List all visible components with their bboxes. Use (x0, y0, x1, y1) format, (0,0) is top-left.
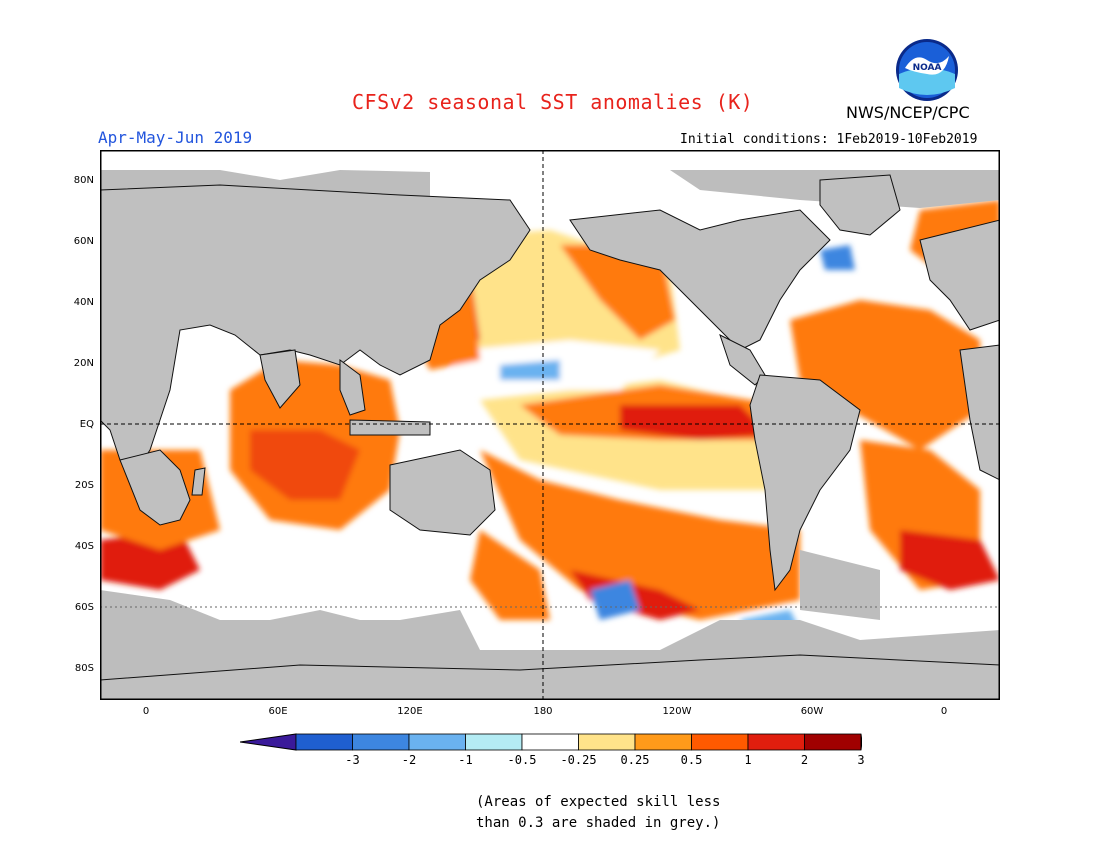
noaa-logo: NOAA (896, 39, 958, 101)
land-africa-east (959, 344, 1000, 481)
colorbar-tick-label: -2 (401, 753, 417, 767)
skill-note-line: (Areas of expected skill less (476, 794, 721, 810)
land-madagascar (191, 467, 206, 496)
lat-label: 80S (74, 663, 94, 674)
colorbar-swatch (578, 733, 636, 751)
colorbar-tick-label: 0.25 (620, 753, 650, 767)
map-frame (100, 150, 1000, 700)
colorbar-swatch (408, 733, 466, 751)
land-south-america (749, 374, 861, 592)
agency-label: NWS/NCEP/CPC (846, 103, 970, 122)
colorbar-swatch (352, 733, 410, 751)
colorbar-swatch (465, 733, 523, 751)
colorbar-swatch (295, 733, 353, 751)
colorbar-swatch (634, 733, 692, 751)
season-label: Apr-May-Jun 2019 (98, 128, 253, 147)
sst-anomaly-map (100, 150, 1000, 700)
colorbar-tick-label: 1 (744, 753, 752, 767)
lat-label: 40N (73, 297, 94, 308)
reference-lines (100, 150, 1000, 700)
colorbar-tick-label: 0.5 (680, 753, 703, 767)
lat-label: 80N (73, 175, 94, 186)
noaa-logo-text: NOAA (913, 63, 942, 73)
land-indonesia (349, 419, 431, 436)
lat-label: EQ (79, 419, 94, 430)
colorbar-tick-label: 2 (800, 753, 809, 767)
lon-label: 60W (800, 706, 824, 717)
anomaly-fields (100, 200, 1000, 635)
skill-note-line: than 0.3 are shaded in grey.) (476, 815, 721, 831)
lon-label: 180 (533, 706, 553, 717)
colorbar-swatch (804, 733, 862, 751)
initial-conditions-label: Initial conditions: 1Feb2019-10Feb2019 (680, 132, 978, 147)
land-southern-africa (119, 449, 191, 526)
land-antarctica (100, 654, 1000, 700)
lat-label: 60S (74, 602, 94, 613)
lat-label: 20S (74, 480, 94, 491)
colorbar-swatch (521, 733, 579, 751)
lon-label: 120E (397, 706, 423, 717)
lat-label: 40S (74, 541, 94, 552)
land-india (259, 349, 301, 409)
colorbar-tick-label: -0.25 (560, 753, 597, 767)
lat-label: 60N (73, 236, 94, 247)
lat-label: 20N (73, 358, 94, 369)
lon-label: 0 (940, 706, 948, 717)
lon-label: 60E (268, 706, 288, 717)
colorbar-tick-label: -1 (458, 753, 473, 767)
colorbar-high-arrow (860, 733, 862, 751)
colorbar-swatch (747, 733, 805, 751)
land-greenland (819, 174, 901, 236)
colorbar-tick-label: -0.5 (507, 753, 537, 767)
colorbar-tick-label: 3 (857, 753, 865, 767)
skill-note: (Areas of expected skill less than 0.3 a… (476, 792, 726, 834)
colorbar-tick-label: -3 (345, 753, 360, 767)
lon-label: 120W (662, 706, 692, 717)
chart-title: CFSv2 seasonal SST anomalies (K) (352, 90, 754, 114)
land-australia (389, 449, 496, 536)
land-southeast-asia (339, 359, 366, 416)
land-masses (100, 174, 1000, 700)
lon-label: 0 (142, 706, 150, 717)
colorbar-swatch (691, 733, 749, 751)
land-europe-east (919, 219, 1000, 331)
colorbar (240, 733, 862, 751)
colorbar-low-arrow (240, 733, 297, 751)
land-north-america (569, 209, 831, 351)
